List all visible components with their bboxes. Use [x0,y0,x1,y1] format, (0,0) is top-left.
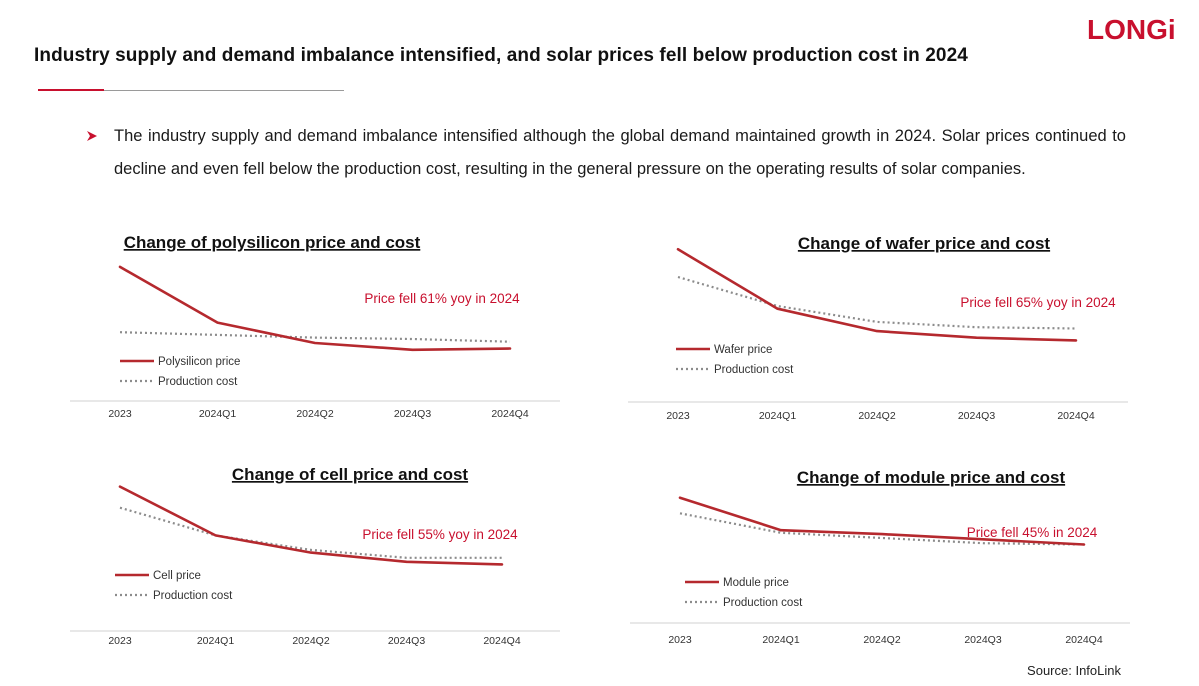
x-tick-label: 2024Q3 [394,408,432,420]
x-tick-label: 2024Q3 [388,635,426,647]
legend-label: Production cost [723,597,803,609]
chart-svg: Change of wafer price and cost Price fell… [628,234,1128,422]
x-tick-label: 2024Q4 [483,635,521,647]
x-tick-label: 2023 [666,410,690,422]
x-tick-label: 2024Q2 [292,635,330,647]
legend-label: Production cost [714,364,794,376]
title-underline-accent [38,89,104,91]
wafer-chart: Change of wafer price and cost Price fell… [628,230,1128,430]
x-tick-label: 2024Q2 [296,408,334,420]
module-chart: Change of module price and cost Price fel… [630,463,1130,663]
x-tick-label: 2024Q2 [863,634,901,646]
production-cost-line [119,506,502,559]
cell-chart: Change of cell price and cost Price fell … [70,460,560,660]
x-tick-label: 2024Q4 [1057,410,1095,422]
chart-annotation: Price fell 55% yoy in 2024 [362,527,518,542]
legend-label: Production cost [158,376,238,388]
chart-annotation: Price fell 61% yoy in 2024 [364,291,520,306]
arrow-bullet-icon [87,131,97,141]
x-tick-label: 2023 [108,635,132,647]
chart-title: Change of module price and cost [797,468,1066,487]
page-title: Industry supply and demand imbalance int… [34,45,968,66]
x-tick-label: 2023 [668,634,692,646]
polysilicon-chart: Change of polysilicon price and cost Pric… [70,228,560,428]
title-underline [104,90,344,91]
x-tick-label: 2024Q3 [964,634,1002,646]
legend-label: Wafer price [714,344,772,356]
legend-label: Module price [723,577,789,589]
price-line [678,496,1086,546]
price-line [118,265,512,352]
summary-bullet: The industry supply and demand imbalance… [86,120,1126,186]
x-tick-label: 2024Q4 [1065,634,1103,646]
legend-label: Production cost [153,590,233,602]
logo-text: LONGi [1087,14,1176,45]
price-line [118,485,504,566]
chart-title: Change of polysilicon price and cost [124,233,421,252]
chart-svg: Change of module price and cost Price fel… [630,468,1130,646]
x-tick-label: 2024Q2 [858,410,896,422]
x-tick-label: 2024Q1 [762,634,800,646]
longi-logo: LONGi [1087,14,1176,45]
legend-label: Polysilicon price [158,356,240,368]
x-tick-label: 2024Q3 [958,410,996,422]
legend-label: Cell price [153,570,201,582]
chart-svg: Change of polysilicon price and cost Pric… [70,233,560,420]
x-tick-label: 2023 [108,408,132,420]
chart-title: Change of cell price and cost [232,465,469,484]
price-line [676,247,1078,342]
x-tick-label: 2024Q4 [491,408,529,420]
x-tick-label: 2024Q1 [759,410,797,422]
x-tick-label: 2024Q1 [197,635,235,647]
chart-svg: Change of cell price and cost Price fell … [70,465,560,647]
source-note: Source: InfoLink [1027,663,1121,678]
chart-annotation: Price fell 45% in 2024 [967,525,1098,540]
chart-title: Change of wafer price and cost [798,234,1051,253]
production-cost-line [119,331,511,343]
x-tick-label: 2024Q1 [199,408,237,420]
summary-text: The industry supply and demand imbalance… [114,127,1126,178]
chart-annotation: Price fell 65% yoy in 2024 [960,295,1116,310]
